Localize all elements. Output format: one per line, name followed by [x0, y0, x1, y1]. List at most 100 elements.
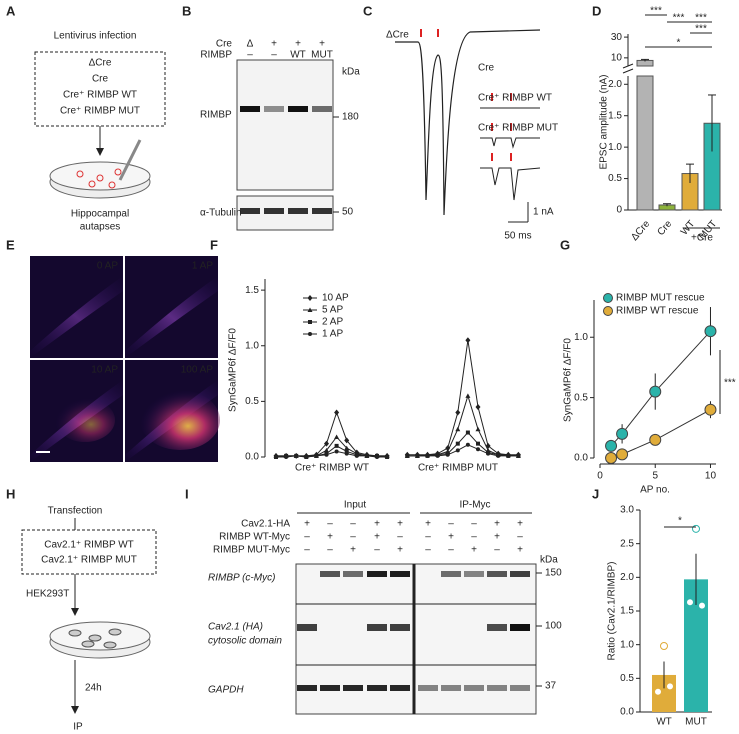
dashed-box [34, 51, 166, 127]
cell [88, 634, 102, 642]
significance: *** [724, 378, 736, 389]
y-tick-label: 2.5 [620, 538, 634, 549]
marker [364, 453, 369, 458]
data-point [698, 601, 706, 610]
y-tick-label: 0.0 [245, 452, 259, 463]
marker-label: 100 [545, 621, 562, 632]
lane-label: – [304, 545, 310, 556]
band [390, 685, 410, 691]
band [510, 571, 530, 577]
y-tick-label: 0.5 [574, 392, 588, 403]
lane-label: + [494, 519, 500, 530]
band [320, 685, 340, 691]
lane-label: + [304, 519, 310, 530]
marker [314, 453, 319, 458]
condition: ΔCre [89, 58, 112, 69]
marker-label: 150 [545, 568, 562, 579]
lane-label: + [350, 545, 356, 556]
row-name: RIMBP WT-Myc [219, 532, 290, 543]
panel-label: B [182, 3, 191, 18]
marker [455, 448, 460, 453]
panel-label: D [592, 3, 601, 18]
y-tick-label: 30 [611, 32, 623, 43]
legend-marker [603, 306, 613, 316]
lane-label: + [295, 39, 301, 50]
y-tick-label: 0.5 [245, 396, 259, 407]
lane-label: + [397, 519, 403, 530]
condition: Cre⁺ RIMBP WT [63, 90, 137, 101]
marker [476, 447, 480, 452]
x-category-label: Cre⁺ RIMBP MUT [418, 463, 498, 474]
y-tick-label: 1.0 [608, 142, 622, 153]
series-line [275, 431, 519, 458]
lane-label: – [425, 532, 431, 543]
legend-label: 1 AP [322, 329, 343, 340]
x-tick-label: Cre [656, 218, 675, 238]
y-tick-label: 1.5 [608, 110, 622, 121]
lane-label: – [397, 532, 403, 543]
marker [308, 332, 312, 336]
marker [506, 453, 511, 458]
cell [68, 629, 82, 637]
marker [455, 426, 461, 432]
lane-label: – [350, 532, 356, 543]
x-tick-label: 10 [705, 471, 717, 482]
group-label: IP-Myc [459, 500, 490, 511]
panel-label: J [592, 486, 599, 501]
unit: kDa [540, 555, 558, 566]
marker [465, 442, 470, 447]
x-tick-label: MUT [685, 717, 707, 728]
band [297, 624, 317, 631]
band-label: α-Tubulin [200, 208, 242, 219]
y-tick-label: 1.5 [620, 606, 634, 617]
lane-label: – [247, 50, 253, 61]
data-point [605, 439, 618, 452]
marker [425, 453, 430, 458]
band [343, 571, 363, 577]
x-tick-label: ΔCre [629, 218, 652, 243]
cell [103, 641, 117, 649]
axis-break [622, 68, 634, 74]
image-label: 100 AP [181, 365, 214, 376]
marker [465, 430, 470, 435]
lane-label: – [327, 519, 333, 530]
cell [108, 628, 122, 636]
x-tick-label: 0 [597, 471, 603, 482]
marker [435, 453, 440, 458]
band [487, 685, 507, 691]
cells: HEK293T [26, 589, 69, 600]
marker [405, 453, 410, 458]
marker [304, 455, 309, 459]
band [240, 106, 260, 112]
trace-label: ΔCre [386, 30, 409, 41]
marker [354, 453, 359, 458]
significance: * [678, 516, 682, 527]
band [312, 106, 332, 112]
band [441, 571, 461, 577]
y-tick-label: 3.0 [620, 505, 634, 516]
unit: kDa [342, 67, 360, 78]
significance: *** [673, 13, 685, 24]
time: 24h [85, 683, 102, 694]
marker-label: 37 [545, 681, 557, 692]
marker [284, 455, 289, 459]
y-tick-label: 0 [616, 205, 622, 216]
panel-label: C [363, 3, 373, 18]
lane-label: MUT [311, 50, 333, 61]
band [464, 571, 484, 577]
series-line [610, 330, 711, 447]
panel-label: G [560, 237, 570, 252]
x-tick-label: WT [656, 717, 672, 728]
panel-label: E [6, 237, 15, 252]
marker [375, 455, 379, 459]
y-tick-label: 10 [611, 52, 623, 63]
trace [395, 29, 541, 216]
cell [108, 181, 116, 189]
marker-label: 180 [342, 112, 359, 123]
row-name: Cav2.1-HA [241, 519, 290, 530]
row-name: RIMBP MUT-Myc [213, 545, 290, 556]
significance: *** [695, 13, 707, 24]
image-hot [140, 390, 220, 450]
lane-label: – [271, 50, 277, 61]
y-tick-label: 1.0 [245, 340, 259, 351]
